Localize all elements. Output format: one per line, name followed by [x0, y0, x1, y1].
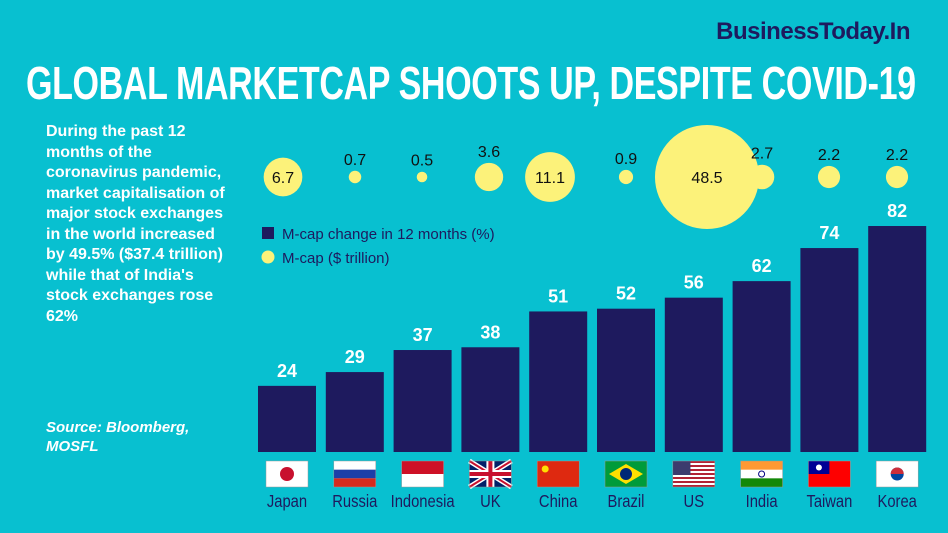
bar-indonesia	[393, 350, 452, 452]
bubble-value-label: 0.5	[411, 153, 433, 170]
category-label: China	[539, 492, 578, 512]
source-note: Source: Bloomberg, MOSFL	[46, 419, 190, 455]
bubble-korea	[885, 165, 909, 189]
legend-bubble-label: M-cap ($ trillion)	[282, 250, 390, 267]
flag-taiwan-icon	[808, 460, 851, 488]
bar-uk	[461, 347, 520, 452]
bar-taiwan	[800, 248, 859, 452]
bubble-value-label: 48.5	[691, 170, 722, 187]
bubble-india	[749, 164, 775, 190]
legend-bubble-swatch	[261, 250, 275, 264]
bar-value-label: 37	[413, 325, 433, 345]
bar-value-label: 62	[752, 256, 772, 276]
bar-value-label: 74	[819, 223, 839, 243]
flag-china-icon	[536, 460, 580, 488]
bubble-us	[654, 124, 760, 230]
category-label: Brazil	[608, 492, 645, 512]
bar-value-label: 56	[684, 273, 704, 293]
category-label: Russia	[332, 492, 378, 512]
bar-value-label: 51	[548, 286, 568, 306]
bubble-brazil	[618, 169, 634, 185]
flag-japan-icon	[265, 460, 309, 488]
bubble-value-label: 6.7	[272, 170, 294, 187]
flag-korea-icon	[875, 460, 919, 488]
legend: M-cap change in 12 months (%) M-cap ($ t…	[261, 226, 495, 267]
flag-brazil-icon	[604, 460, 648, 488]
flag-uk-icon	[468, 458, 513, 490]
bubble-japan	[263, 157, 303, 197]
category-label: Japan	[267, 492, 307, 512]
bar-us	[664, 297, 723, 452]
chart-title: GLOBAL MARKETCAP SHOOTS UP, DESPITE COVI…	[26, 57, 916, 109]
category-label: Taiwan	[806, 492, 852, 512]
bar-japan	[258, 385, 316, 452]
bar-value-label: 82	[887, 201, 907, 221]
bubble-value-label: 2.2	[886, 147, 908, 164]
legend-bar-swatch	[262, 227, 274, 239]
flag-russia-icon	[333, 460, 377, 488]
bubble-taiwan	[817, 165, 841, 189]
bar-china	[529, 311, 588, 452]
bubble-russia	[348, 170, 362, 184]
brand-logo: BusinessToday.In	[716, 18, 910, 45]
bubble-uk	[474, 162, 504, 192]
bubble-value-label: 2.7	[751, 146, 773, 163]
category-label: Korea	[878, 492, 918, 512]
bubble-value-label: 0.9	[615, 151, 637, 168]
bar-brazil	[597, 308, 655, 452]
bubble-value-label: 11.1	[535, 170, 565, 187]
flag-us-icon	[672, 460, 716, 488]
bar-value-label: 38	[480, 322, 500, 342]
category-label: UK	[480, 492, 501, 512]
category-label: Indonesia	[391, 492, 456, 512]
flag-indonesia-icon	[401, 460, 444, 488]
bar-value-label: 24	[277, 361, 297, 381]
bubble-indonesia	[416, 171, 428, 183]
bubble-value-label: 2.2	[818, 147, 840, 164]
description: During the past 12 months of the coronav…	[46, 123, 225, 325]
bar-korea	[868, 226, 927, 452]
legend-bar-label: M-cap change in 12 months (%)	[282, 226, 495, 243]
bubble-value-label: 3.6	[478, 144, 500, 161]
bubble-value-label: 0.7	[344, 152, 366, 169]
flag-india-icon	[740, 460, 783, 488]
bar-india	[732, 281, 791, 452]
category-label: India	[746, 492, 779, 512]
bar-russia	[325, 372, 384, 452]
bar-value-label: 52	[616, 284, 636, 304]
bubble-china	[525, 152, 575, 202]
bar-value-label: 29	[345, 347, 365, 367]
category-label: US	[684, 492, 705, 512]
